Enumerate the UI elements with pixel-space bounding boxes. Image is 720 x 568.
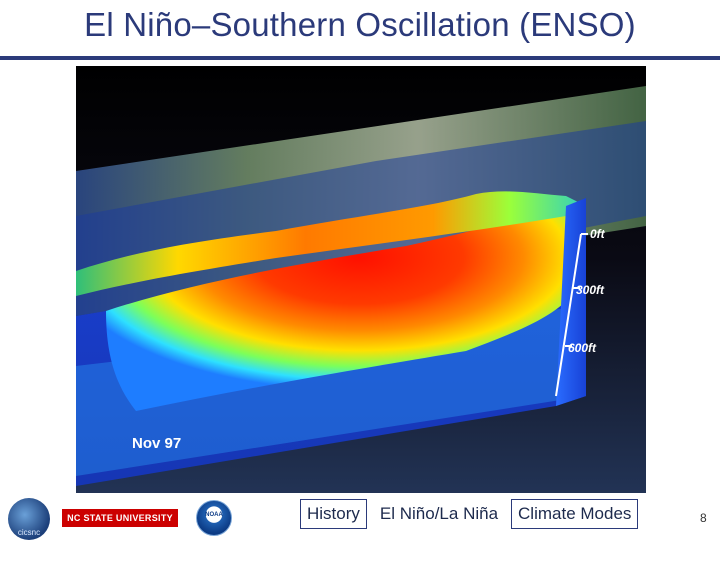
warm-water-pool	[106, 206, 566, 411]
sea-surface-ridge	[76, 191, 586, 296]
enso-ocean-temperature-figure: 0ft 300ft 600ft Nov 97	[76, 66, 646, 493]
ncsu-logo: NC STATE UNIVERSITY	[62, 509, 178, 527]
depth-label-600ft: 600ft	[568, 341, 597, 355]
cicsnc-logo-text: cicsnc	[17, 528, 41, 537]
noaa-logo: NOAA	[196, 500, 232, 536]
nav-climate-modes-button[interactable]: Climate Modes	[511, 499, 639, 529]
section-nav: History El Niño/La Niña Climate Modes	[300, 499, 639, 529]
slide-title: El Niño–Southern Oscillation (ENSO)	[84, 6, 636, 43]
depth-scale-axis	[555, 233, 582, 397]
cicsnc-logo: cicsnc	[8, 498, 50, 540]
depth-label-0ft: 0ft	[590, 227, 606, 241]
nav-el-nino-la-nina-button[interactable]: El Niño/La Niña	[372, 499, 506, 529]
page-number: 8	[700, 511, 707, 525]
nav-history-button[interactable]: History	[300, 499, 367, 529]
date-label: Nov 97	[132, 435, 181, 452]
enso-figure-svg: 0ft 300ft 600ft Nov 97	[76, 66, 646, 493]
title-divider	[0, 56, 720, 60]
noaa-logo-text: NOAA	[205, 512, 223, 518]
depth-label-300ft: 300ft	[576, 283, 605, 297]
